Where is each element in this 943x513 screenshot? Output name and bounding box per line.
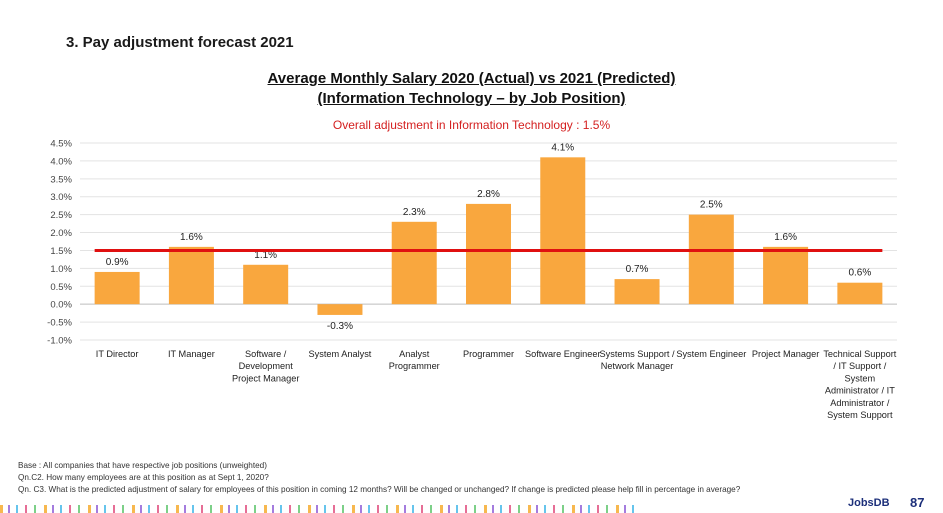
y-tick-label: 4.5% xyxy=(50,139,72,150)
footnote-base: Base : All companies that have respectiv… xyxy=(18,461,267,470)
y-tick-label: 3.5% xyxy=(50,174,72,185)
category-label: IT Director xyxy=(96,349,139,359)
bar xyxy=(688,214,734,305)
bar-value-label: 2.8% xyxy=(477,189,500,200)
bar xyxy=(540,157,586,305)
category-label: Software Engineer xyxy=(525,349,601,359)
y-tick-label: 0.5% xyxy=(50,282,72,293)
y-tick-label: -1.0% xyxy=(47,336,72,347)
bar-value-label: 4.1% xyxy=(551,142,574,153)
chart-title-line2: (Information Technology – by Job Positio… xyxy=(317,90,626,107)
category-label: Programmer xyxy=(463,349,514,359)
y-tick-label: 1.0% xyxy=(50,264,72,275)
bar xyxy=(837,282,883,305)
bar-value-label: 0.6% xyxy=(848,268,871,279)
bar xyxy=(391,221,437,305)
chart-subtitle: Overall adjustment in Information Techno… xyxy=(332,118,611,132)
bar-value-label: 0.7% xyxy=(626,264,649,275)
decorative-confetti-strip xyxy=(0,505,640,513)
bar xyxy=(243,264,289,305)
category-label: Systems Support / Network Manager xyxy=(600,349,676,371)
bar-value-label: 2.5% xyxy=(700,200,723,211)
category-label: Project Manager xyxy=(752,349,819,359)
y-tick-label: 1.5% xyxy=(50,246,72,257)
chart-title-line1: Average Monthly Salary 2020 (Actual) vs … xyxy=(267,70,676,87)
footnote-qn-c3: Qn. C3. What is the predicted adjustment… xyxy=(18,485,741,494)
bar xyxy=(168,246,214,305)
bar-value-label: 1.6% xyxy=(774,232,797,243)
y-tick-label: 3.0% xyxy=(50,192,72,203)
footnotes: Base : All companies that have respectiv… xyxy=(18,460,740,496)
category-label: Software / Development Project Manager xyxy=(232,349,299,383)
footnote-qn-c2: Qn.C2. How many employees are at this po… xyxy=(18,473,269,482)
jobsdb-logo: JobsDB xyxy=(848,497,890,509)
y-tick-label: 2.5% xyxy=(50,210,72,221)
bar xyxy=(94,271,140,305)
bar-value-label: 0.9% xyxy=(106,257,129,268)
bar xyxy=(466,203,511,305)
page-number: 87 xyxy=(910,495,925,510)
category-label: Technical Support / IT Support / System Adm… xyxy=(823,349,896,420)
y-tick-label: 0.0% xyxy=(50,300,72,311)
y-tick-label: -0.5% xyxy=(47,318,72,329)
category-label: System Engineer xyxy=(676,349,746,359)
category-label: IT Manager xyxy=(168,349,215,359)
bar-value-label: 1.1% xyxy=(254,250,277,261)
bar-value-label: -0.3% xyxy=(327,321,353,332)
category-label: Analyst Programmer xyxy=(389,349,440,371)
bar-chart: -1.0% -0.5% 0.0% 0.5% 1.0% 1.5% 2.0% 2.5% 3.0% 3.… xyxy=(47,139,897,420)
y-tick-label: 4.0% xyxy=(50,156,72,167)
y-tick-label: 2.0% xyxy=(50,228,72,239)
section-title: 3. Pay adjustment forecast 2021 xyxy=(66,34,294,51)
category-label: System Analyst xyxy=(309,349,372,359)
bar xyxy=(763,246,809,305)
bar-value-label: 1.6% xyxy=(180,232,203,243)
bar xyxy=(317,304,363,315)
bar-value-label: 2.3% xyxy=(403,207,426,218)
bar xyxy=(614,279,660,305)
